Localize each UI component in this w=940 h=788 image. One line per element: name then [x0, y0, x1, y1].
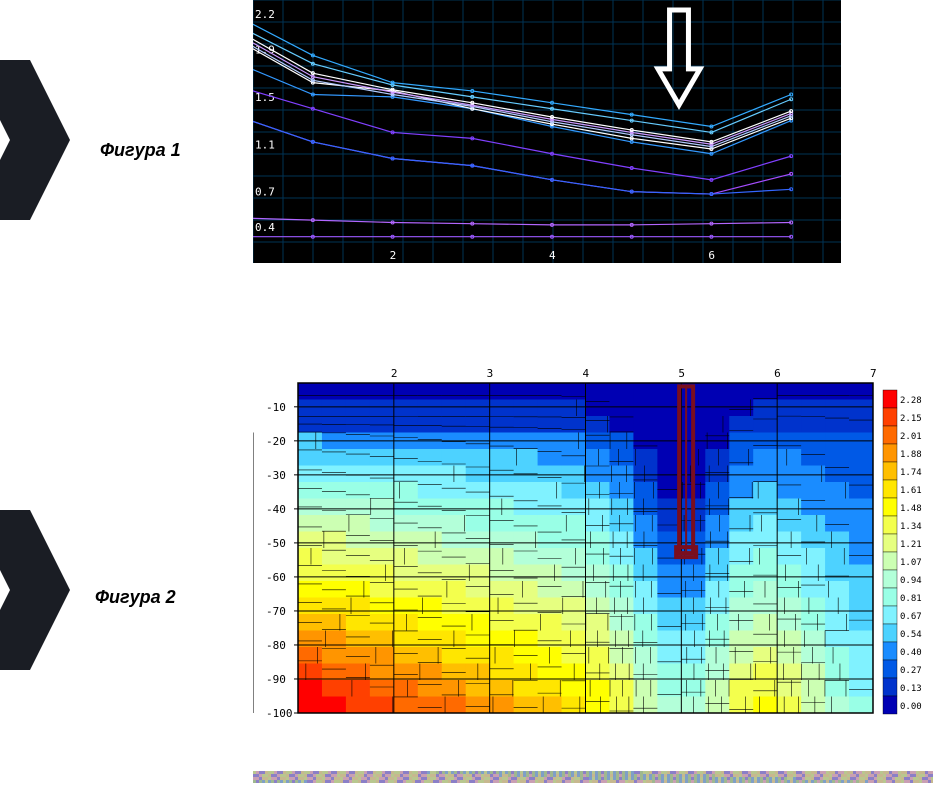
svg-text:5: 5 — [678, 367, 685, 380]
svg-text:2.01: 2.01 — [900, 432, 922, 442]
svg-text:-50: -50 — [266, 537, 286, 550]
svg-text:-80: -80 — [266, 639, 286, 652]
svg-text:4: 4 — [583, 367, 590, 380]
svg-text:0.94: 0.94 — [900, 576, 922, 586]
svg-text:0.81: 0.81 — [900, 594, 922, 604]
svg-text:2.28: 2.28 — [900, 396, 922, 406]
svg-text:-30: -30 — [266, 469, 286, 482]
svg-text:0.67: 0.67 — [900, 612, 922, 622]
svg-text:0.4: 0.4 — [255, 221, 275, 234]
svg-text:2.15: 2.15 — [900, 414, 922, 424]
svg-text:0.7: 0.7 — [255, 186, 275, 199]
svg-text:7: 7 — [870, 367, 877, 380]
svg-text:4: 4 — [549, 249, 556, 262]
svg-text:0.13: 0.13 — [900, 684, 922, 694]
chevron-figure-1 — [0, 60, 70, 220]
arrow-annotation — [658, 10, 700, 105]
svg-text:0.00: 0.00 — [900, 702, 922, 712]
chevron-figure-2 — [0, 510, 70, 670]
figure-1-label: Фигура 1 — [100, 140, 181, 161]
svg-text:-90: -90 — [266, 673, 286, 686]
color-legend: 2.28 2.15 2.01 1.88 1.74 1.61 1.48 1.34 1.21 1.07… — [883, 390, 922, 714]
svg-text:1.61: 1.61 — [900, 486, 922, 496]
svg-text:-100: -100 — [266, 707, 293, 720]
svg-text:2: 2 — [391, 367, 398, 380]
svg-text:6: 6 — [774, 367, 781, 380]
figure-2-label: Фигура 2 — [95, 587, 176, 608]
figure-1-chart: 0.40.71.11.51.92.2246 — [253, 0, 841, 263]
svg-text:2: 2 — [390, 249, 397, 262]
svg-text:-40: -40 — [266, 503, 286, 516]
svg-text:1.88: 1.88 — [900, 450, 922, 460]
svg-text:-20: -20 — [266, 435, 286, 448]
svg-text:-70: -70 — [266, 605, 286, 618]
svg-text:6: 6 — [708, 249, 715, 262]
svg-text:2.2: 2.2 — [255, 8, 275, 21]
svg-text:-10: -10 — [266, 401, 286, 414]
svg-text:-60: -60 — [266, 571, 286, 584]
svg-text:1.74: 1.74 — [900, 468, 922, 478]
figure-2-chart: 2 3 4 5 6 7 -10 -20 -30 -40 -50 -60 -70 -80 -90 -100 2.2… — [253, 360, 933, 725]
svg-text:0.54: 0.54 — [900, 630, 922, 640]
svg-text:3: 3 — [487, 367, 494, 380]
svg-text:1.21: 1.21 — [900, 540, 922, 550]
svg-text:0.27: 0.27 — [900, 666, 922, 676]
svg-text:1.48: 1.48 — [900, 504, 922, 514]
svg-text:1.1: 1.1 — [255, 138, 275, 151]
svg-text:1.34: 1.34 — [900, 522, 922, 532]
svg-text:0.40: 0.40 — [900, 648, 922, 658]
noise-strip — [253, 770, 933, 782]
svg-text:1.07: 1.07 — [900, 558, 922, 568]
